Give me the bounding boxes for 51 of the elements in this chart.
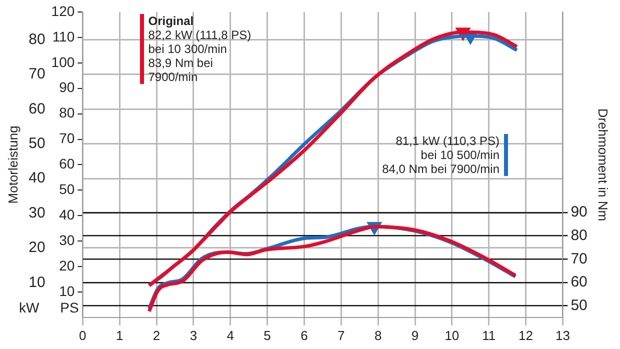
x-tick-label: 4: [226, 328, 234, 343]
y2-tick-label: 50: [59, 181, 75, 198]
text: PS: [60, 299, 79, 316]
y2-tick-label: 120: [51, 2, 75, 19]
annotation: 7900/min: [148, 70, 199, 84]
y-tick-label: 30: [28, 204, 46, 222]
annotation: bei 10 500/min: [420, 148, 500, 162]
y3-tick-label: 60: [570, 274, 588, 291]
y2-tick-label: 10: [59, 282, 75, 299]
y-tick-label: 20: [28, 239, 46, 256]
y2-tick-label: 90: [59, 79, 75, 96]
x-tick-label: 2: [152, 328, 160, 343]
x-tick-label: 10: [444, 328, 460, 343]
text: Original: [148, 14, 195, 28]
annotation: 84,0 Nm bei 7900/min: [382, 162, 500, 176]
x-tick-label: 5: [264, 328, 271, 343]
y-tick-label: 80: [28, 30, 46, 48]
x-tick-label: 3: [190, 328, 198, 343]
annotation: 83,9 Nm bei: [148, 56, 214, 70]
y3-tick-label: 80: [570, 226, 588, 244]
y2-tick-label: 80: [59, 104, 75, 121]
annotation: bei 10 300/min: [148, 42, 228, 56]
y3-axis-title: Drehmoment in Nm: [596, 108, 611, 222]
x-tick-label: 9: [411, 328, 419, 343]
y-tick-label: 70: [28, 66, 46, 83]
x-tick-label: 12: [518, 328, 534, 343]
annotation: 82,2 kW (111,8 PS): [148, 28, 252, 42]
y-tick-label: 10: [28, 274, 46, 291]
y-tick-label: 60: [28, 100, 46, 118]
y3-tick-label: 70: [570, 250, 588, 268]
y2-tick-label: 70: [59, 130, 75, 146]
text: kW: [19, 299, 40, 316]
y2-tick-label: 40: [59, 206, 75, 222]
annotation: 81,1 kW (110,3 PS): [394, 134, 500, 148]
y2-tick-label: 30: [59, 232, 75, 248]
y2-tick-label: 20: [59, 257, 75, 274]
y2-tick-label: 110: [52, 28, 75, 44]
y2-tick-label: 60: [59, 156, 75, 172]
y-tick-label: 50: [28, 135, 46, 152]
x-tick-label: 0: [79, 328, 86, 343]
x-tick-label: 7: [338, 328, 345, 343]
x-tick-label: 13: [555, 328, 570, 343]
y-axis-title: Motorleistung: [5, 126, 20, 204]
y2-tick-label: 100: [51, 54, 75, 70]
x-tick-label: 1: [116, 328, 124, 343]
y3-tick-label: 90: [570, 204, 588, 221]
x-tick-label: 6: [300, 328, 308, 343]
x-tick-label: 11: [482, 328, 496, 343]
y3-tick-label: 50: [570, 296, 588, 314]
x-tick-label: 8: [374, 328, 382, 343]
y-tick-label: 40: [28, 170, 46, 187]
